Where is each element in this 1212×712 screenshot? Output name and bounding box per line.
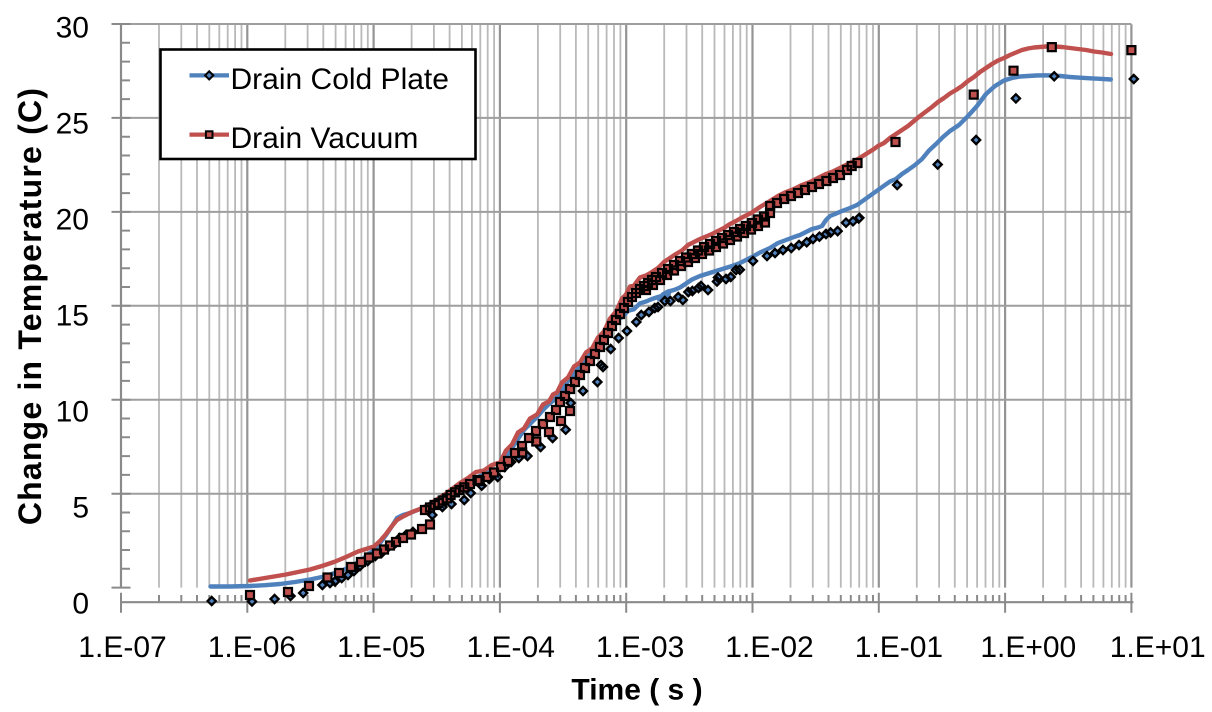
svg-text:Drain Vacuum: Drain Vacuum xyxy=(231,122,419,155)
svg-text:Time ( s ): Time ( s ) xyxy=(571,674,702,707)
svg-text:1.E-07: 1.E-07 xyxy=(78,631,166,664)
svg-text:5: 5 xyxy=(72,492,89,525)
svg-text:1.E-05: 1.E-05 xyxy=(337,631,425,664)
svg-text:25: 25 xyxy=(56,108,89,141)
svg-text:30: 30 xyxy=(56,12,89,45)
svg-text:1.E-04: 1.E-04 xyxy=(467,631,555,664)
svg-text:1.E-06: 1.E-06 xyxy=(208,631,296,664)
svg-text:1.E-01: 1.E-01 xyxy=(855,631,943,664)
svg-text:1.E+00: 1.E+00 xyxy=(980,631,1076,664)
svg-text:0: 0 xyxy=(72,588,89,621)
svg-text:15: 15 xyxy=(56,300,89,333)
svg-text:Change in Temperature (C): Change in Temperature (C) xyxy=(12,87,48,525)
svg-text:1.E-02: 1.E-02 xyxy=(725,631,813,664)
svg-text:1.E-03: 1.E-03 xyxy=(596,631,684,664)
svg-text:10: 10 xyxy=(56,396,89,429)
svg-text:1.E+01: 1.E+01 xyxy=(1110,631,1206,664)
svg-text:Drain Cold Plate: Drain Cold Plate xyxy=(231,63,449,96)
svg-text:20: 20 xyxy=(56,204,89,237)
